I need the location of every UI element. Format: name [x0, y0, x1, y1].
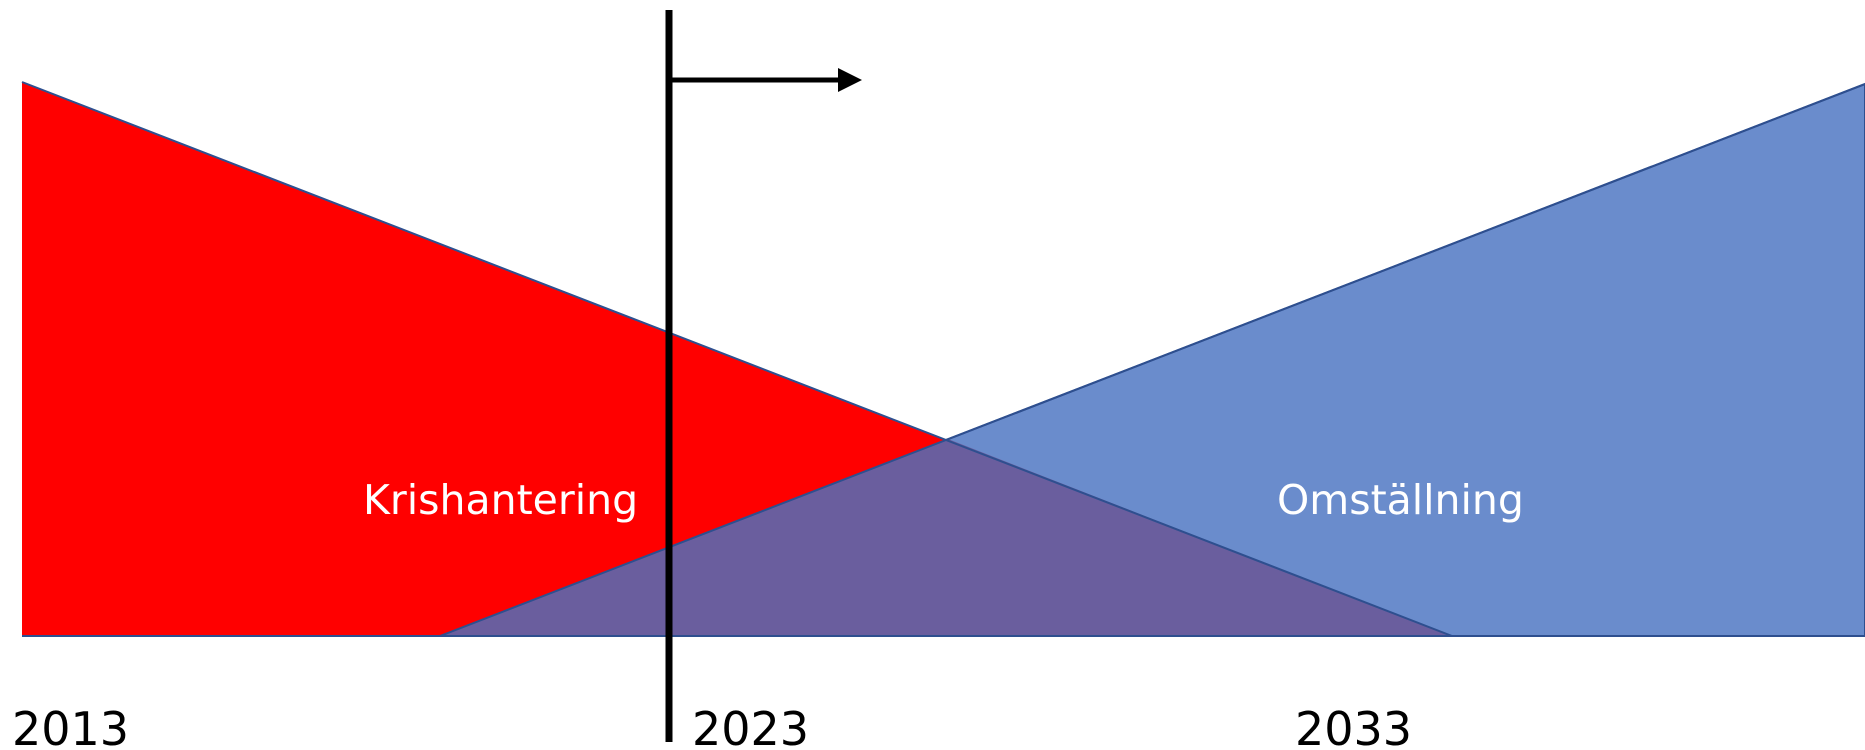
year-label-2013: 2013: [12, 702, 129, 750]
year-label-2033: 2033: [1295, 702, 1412, 750]
overlap-area: [440, 439, 1452, 636]
year-label-2023: 2023: [692, 702, 809, 750]
krishantering-label: Krishantering: [363, 476, 638, 524]
krishantering-edge: [21, 81, 1453, 637]
omstallning-edge: [439, 83, 1865, 637]
omstallning-label: Omställning: [1277, 476, 1524, 524]
arrow-right-icon: [838, 68, 862, 92]
